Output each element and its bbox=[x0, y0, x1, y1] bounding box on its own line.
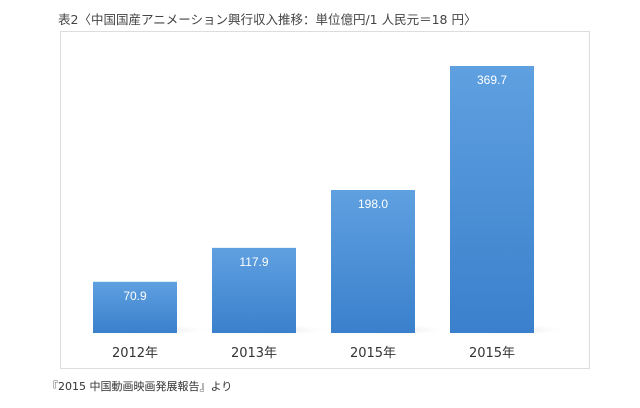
chart-title: 表2〈中国国産アニメーション興行収入推移：単位億円/1 人民元＝18 円〉 bbox=[58, 12, 477, 27]
data-label: 117.9 bbox=[239, 255, 268, 269]
x-tick-label: 2012年 bbox=[112, 346, 158, 361]
bar bbox=[450, 66, 534, 333]
data-label: 369.7 bbox=[477, 73, 507, 87]
x-tick-label: 2015年 bbox=[350, 346, 396, 361]
data-label: 70.9 bbox=[123, 289, 147, 303]
x-tick-label: 2015年 bbox=[469, 346, 515, 361]
bar bbox=[331, 190, 415, 333]
source-note: 『2015 中国動画映画発展報告』より bbox=[47, 380, 233, 393]
chart-frame bbox=[60, 31, 590, 369]
bar bbox=[212, 247, 296, 333]
data-label: 198.0 bbox=[358, 197, 388, 211]
x-tick-label: 2013年 bbox=[231, 346, 277, 361]
bar bbox=[93, 281, 177, 333]
